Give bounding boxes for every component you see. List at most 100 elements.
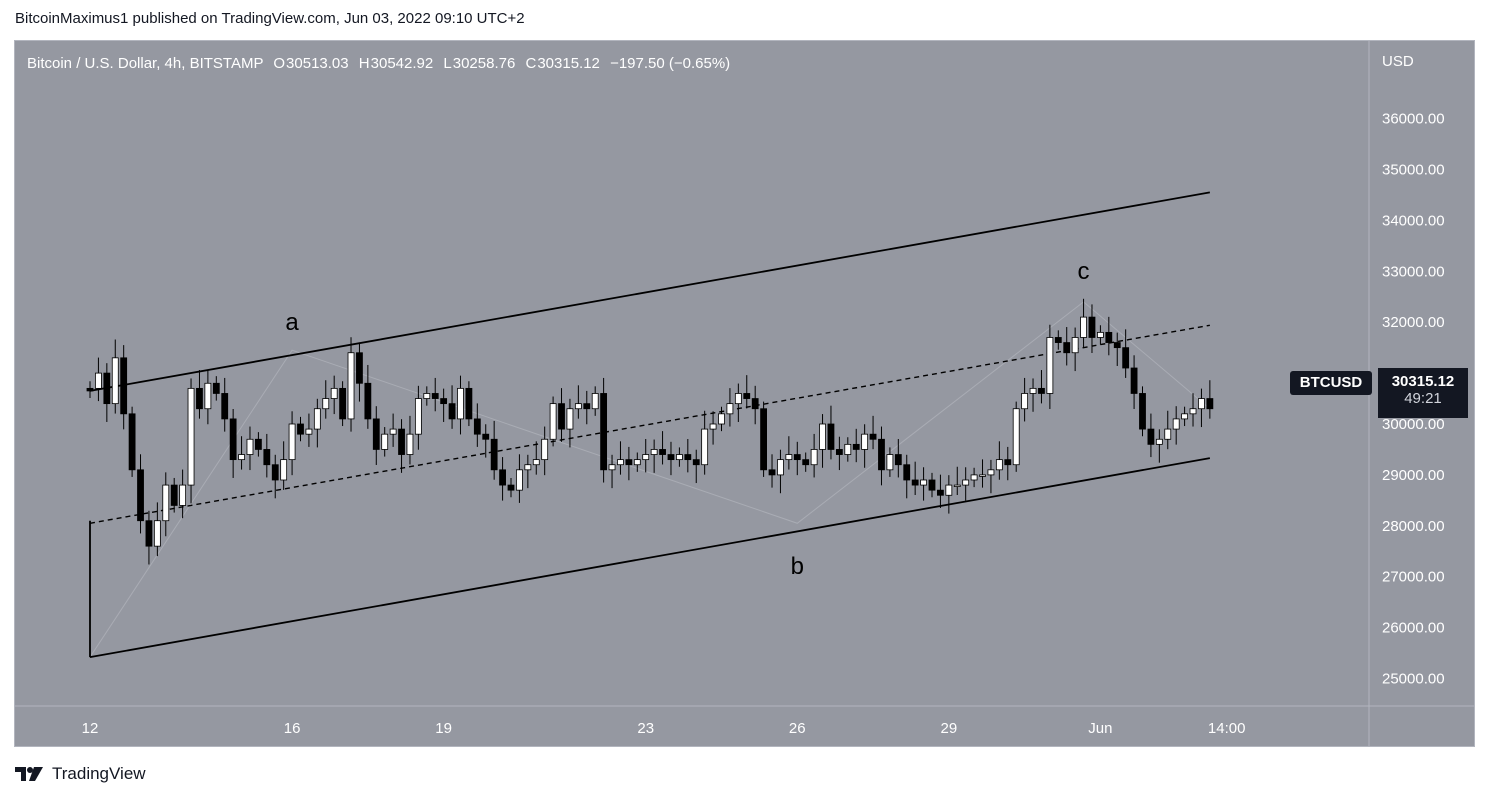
candle-body-down [465, 387, 473, 420]
candle [389, 413, 397, 447]
candle-body-up [246, 438, 254, 455]
candle-body-up [111, 357, 119, 405]
candle [532, 441, 540, 475]
candle [945, 475, 953, 514]
candle-body-down [1139, 393, 1146, 430]
candle-body-down [937, 489, 944, 496]
candle [835, 436, 843, 471]
candle-body-down [440, 398, 448, 405]
candle-body-up [566, 408, 574, 430]
candle [692, 449, 700, 484]
candle [633, 452, 641, 472]
candle [676, 447, 683, 467]
candle [305, 413, 313, 447]
price-chart[interactable]: a b c USD 36000.00 35000.00 34000.00 33000.00… [15, 41, 1474, 746]
candle [330, 375, 338, 415]
candle [928, 472, 936, 498]
candle [979, 459, 986, 488]
candle-body-up [995, 459, 1003, 471]
candle [440, 388, 448, 422]
candle-body-down [339, 387, 347, 420]
candle-body-down [398, 428, 405, 455]
candle-body-up [1164, 428, 1172, 440]
candle-body-down [1088, 316, 1096, 338]
candle-body-down [507, 484, 515, 491]
candle-body-up [381, 433, 389, 450]
candle [482, 424, 490, 458]
legend-open-label: O [273, 55, 286, 72]
trendline-mid-channel[interactable] [89, 324, 1210, 524]
candle [642, 439, 650, 473]
candle-body-up [676, 454, 683, 461]
candle-body-down [364, 382, 372, 420]
candle-body-up [457, 387, 464, 420]
trendline-upper-channel[interactable] [89, 191, 1211, 392]
candle-body-up [819, 423, 826, 450]
candle [962, 467, 970, 501]
chart-container[interactable]: a b c USD 36000.00 35000.00 34000.00 33000.00… [14, 40, 1475, 747]
candle-body-down [751, 398, 759, 410]
candle [288, 411, 296, 476]
candle [499, 457, 506, 501]
candle [760, 401, 767, 477]
candle-body-down [103, 372, 111, 405]
candle [852, 428, 860, 463]
tradingview-brand[interactable]: TradingView [15, 764, 146, 784]
candle [953, 466, 961, 496]
candle [280, 441, 288, 490]
candle [271, 454, 279, 499]
candle [583, 390, 591, 425]
candle-body-up [1155, 438, 1163, 445]
candle [356, 342, 363, 402]
candle-body-up [617, 459, 624, 466]
candle [1122, 329, 1130, 378]
trendline-lower-channel[interactable] [89, 457, 1211, 659]
candle-body-up [718, 413, 725, 425]
candle [1088, 304, 1096, 353]
candle-body-up [322, 398, 330, 410]
candle-body-down [221, 393, 229, 420]
candle [1071, 327, 1079, 372]
candle-body-up [1080, 316, 1087, 338]
candle-body-up [204, 382, 212, 410]
candle-body-up [844, 443, 852, 455]
candle-body-down [768, 469, 776, 476]
candle [406, 415, 414, 465]
candle [196, 370, 203, 419]
candle-body-up [389, 428, 397, 435]
candle [810, 433, 818, 478]
candle-body-up [179, 484, 187, 506]
candle-body-down [1147, 428, 1155, 445]
candle [659, 431, 666, 465]
candle [743, 375, 751, 409]
legend-open-value: 30513.03 [286, 55, 349, 72]
wave-label-c: c [1078, 258, 1090, 285]
candle [777, 449, 784, 494]
candle-body-down [835, 449, 843, 455]
candle [431, 377, 439, 412]
candle [381, 427, 389, 457]
candle-body-up [701, 428, 709, 466]
candle-body-up [608, 464, 616, 471]
candle [625, 446, 633, 481]
candle [1198, 388, 1205, 428]
candle-body-up [187, 387, 195, 486]
candle [137, 454, 144, 534]
wave-label-a: a [285, 309, 299, 336]
wave-label-b: b [791, 553, 804, 580]
candle [793, 441, 801, 476]
candle [465, 381, 473, 427]
candle-body-down [145, 520, 153, 547]
candle [987, 459, 995, 494]
candle-body-down [1063, 342, 1071, 354]
candle-body-down [1206, 398, 1214, 410]
candle [1147, 413, 1155, 458]
candle [364, 364, 372, 429]
candle-body-up [810, 449, 818, 466]
candle-body-up [633, 459, 641, 466]
candle-body-up [920, 479, 927, 486]
candle [1012, 401, 1020, 472]
candle [684, 439, 692, 473]
candle-body-up [1189, 408, 1197, 415]
candle [591, 386, 599, 416]
